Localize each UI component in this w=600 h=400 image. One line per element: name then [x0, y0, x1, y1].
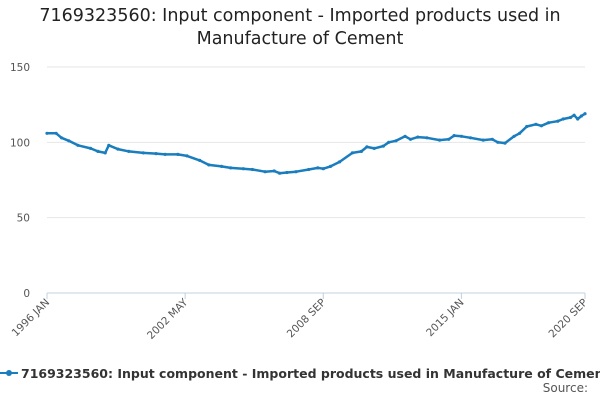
legend[interactable]: 7169323560: Input component - Imported p…: [0, 364, 600, 382]
data-point[interactable]: [534, 122, 538, 126]
data-point[interactable]: [294, 170, 298, 174]
series-layer: [45, 112, 587, 175]
data-point[interactable]: [403, 134, 407, 138]
y-axis-tick-labels: 0 50 100 150: [10, 62, 30, 300]
data-point[interactable]: [568, 115, 573, 120]
data-point[interactable]: [328, 164, 333, 168]
data-point[interactable]: [219, 164, 224, 168]
x-tick-label-2: 2008 SEP: [285, 297, 329, 341]
chart-title-line2: Manufacture of Cement: [196, 29, 404, 49]
data-point[interactable]: [496, 140, 500, 144]
data-point[interactable]: [416, 135, 420, 139]
y-tick-label-0: 0: [23, 288, 30, 300]
y-tick-label-150: 150: [10, 62, 30, 74]
x-tick-label-3: 2015 JAN: [424, 297, 466, 339]
data-point[interactable]: [452, 134, 456, 138]
data-point[interactable]: [512, 134, 516, 138]
data-point[interactable]: [263, 170, 267, 174]
data-point[interactable]: [198, 158, 202, 162]
data-point[interactable]: [468, 136, 473, 140]
data-point[interactable]: [394, 139, 398, 143]
source-label: Source:: [542, 381, 588, 395]
data-point[interactable]: [556, 119, 560, 123]
data-point[interactable]: [163, 152, 167, 156]
data-point[interactable]: [54, 131, 58, 135]
x-axis-tick-labels: 1996 JAN 2002 MAY 2008 SEP 2015 JAN 2020 SEP: [10, 296, 590, 342]
legend-line-marker-icon: [0, 368, 18, 378]
data-point[interactable]: [278, 171, 282, 175]
data-point[interactable]: [321, 167, 325, 171]
data-point[interactable]: [381, 144, 385, 148]
data-point[interactable]: [387, 140, 391, 144]
x-axis: [46, 292, 586, 299]
chart-title-line1: 7169323560: Input component - Imported p…: [39, 6, 561, 26]
data-point[interactable]: [103, 151, 107, 155]
y-tick-label-50: 50: [17, 213, 30, 225]
chart-title: 7169323560: Input component - Imported p…: [0, 5, 600, 51]
data-point[interactable]: [96, 149, 100, 153]
data-point[interactable]: [583, 112, 587, 116]
data-point[interactable]: [572, 113, 576, 117]
data-point[interactable]: [425, 136, 429, 140]
data-point[interactable]: [207, 163, 211, 167]
data-point[interactable]: [576, 117, 580, 121]
data-point[interactable]: [176, 152, 180, 156]
data-point[interactable]: [241, 167, 245, 171]
y-tick-label-100: 100: [10, 137, 30, 149]
data-point[interactable]: [579, 114, 584, 118]
data-point[interactable]: [250, 167, 254, 172]
data-point[interactable]: [459, 134, 463, 138]
data-point[interactable]: [561, 117, 565, 121]
data-point[interactable]: [490, 137, 494, 141]
data-point[interactable]: [350, 151, 354, 155]
data-point[interactable]: [447, 137, 451, 141]
data-point[interactable]: [365, 145, 369, 149]
data-point[interactable]: [359, 149, 363, 153]
data-point[interactable]: [547, 121, 551, 125]
data-point[interactable]: [438, 138, 442, 142]
data-point[interactable]: [141, 151, 145, 155]
data-point[interactable]: [59, 136, 64, 140]
data-point[interactable]: [338, 160, 342, 164]
data-point[interactable]: [127, 149, 131, 153]
data-point[interactable]: [372, 146, 376, 150]
data-point[interactable]: [272, 169, 276, 173]
data-point[interactable]: [229, 166, 233, 170]
x-tick-label-0: 1996 JAN: [10, 297, 52, 339]
data-point[interactable]: [116, 147, 120, 151]
x-tick-label-4: 2020 SEP: [546, 297, 590, 341]
data-point[interactable]: [518, 131, 522, 135]
data-point[interactable]: [89, 146, 93, 150]
data-point[interactable]: [185, 154, 189, 158]
data-point[interactable]: [76, 143, 80, 147]
x-tick-label-1: 2002 MAY: [145, 296, 191, 342]
data-point[interactable]: [285, 170, 289, 175]
legend-label: 7169323560: Input component - Imported p…: [21, 365, 600, 381]
data-point[interactable]: [45, 131, 49, 135]
data-point[interactable]: [154, 152, 158, 156]
data-point[interactable]: [481, 138, 485, 142]
data-point[interactable]: [408, 137, 413, 141]
data-point[interactable]: [316, 166, 320, 170]
data-point[interactable]: [307, 167, 311, 172]
data-point[interactable]: [539, 124, 544, 128]
data-point[interactable]: [503, 141, 507, 145]
data-point[interactable]: [525, 124, 529, 129]
data-point[interactable]: [107, 143, 111, 147]
data-point[interactable]: [67, 139, 71, 143]
